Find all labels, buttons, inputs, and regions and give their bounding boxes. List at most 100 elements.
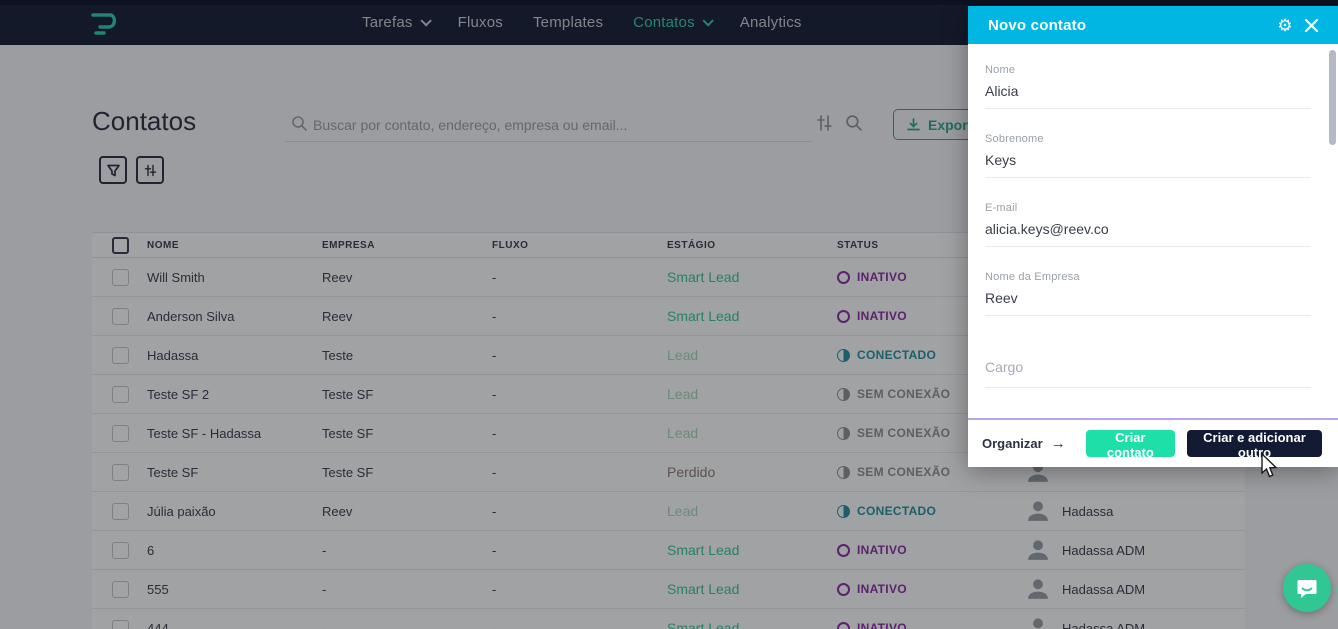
nav-item-label: Contatos: [633, 14, 695, 31]
table-row[interactable]: 6 - - Smart Lead INATIVO Hadassa ADM: [92, 531, 1245, 570]
cell-name: 6: [147, 542, 155, 558]
create-contact-button[interactable]: Criar contato: [1085, 430, 1175, 460]
field-value[interactable]: Keys: [985, 152, 1017, 168]
column-header-estagio[interactable]: ESTÁGIO: [667, 239, 716, 251]
funnel-icon: [106, 164, 120, 176]
nav-item-label: Analytics: [739, 14, 802, 31]
status-icon: [837, 621, 850, 629]
arrow-right-icon: →: [1050, 435, 1066, 452]
create-and-add-another-button[interactable]: Criar e adicionar outro: [1186, 430, 1322, 460]
cell-empresa: Teste SF: [322, 386, 374, 402]
nav-item-analytics[interactable]: Analytics: [740, 14, 802, 31]
search-icon-secondary[interactable]: [845, 114, 862, 131]
cell-status: CONECTADO: [837, 348, 1012, 362]
cell-empresa: Reev: [322, 308, 353, 324]
cell-status: INATIVO: [837, 309, 1012, 323]
cell-name: Teste SF: [147, 464, 199, 480]
cell-estagio: Smart Lead: [667, 542, 740, 558]
field-value[interactable]: Reev: [985, 290, 1018, 306]
search-input[interactable]: Buscar por contato, endereço, empresa ou…: [285, 110, 812, 142]
chat-launcher-button[interactable]: [1283, 564, 1331, 612]
cell-estagio: Smart Lead: [667, 620, 740, 629]
field-empresa[interactable]: Nome da Empresa Reev: [985, 271, 1311, 316]
cell-owner: Hadassa: [1012, 497, 1245, 525]
status-icon: [837, 465, 850, 479]
cell-status: INATIVO: [837, 270, 1012, 284]
status-icon: [837, 387, 850, 401]
cell-estagio: Smart Lead: [667, 581, 740, 597]
column-header-status[interactable]: STATUS: [837, 239, 879, 251]
field-cargo[interactable]: Cargo: [985, 359, 1311, 388]
cell-fluxo: -: [492, 620, 497, 629]
cell-estagio: Lead: [667, 425, 699, 441]
cell-fluxo: -: [492, 347, 497, 363]
row-checkbox[interactable]: [112, 385, 129, 403]
row-checkbox[interactable]: [112, 502, 129, 520]
sliders-icon[interactable]: [816, 114, 834, 132]
cell-estagio: Smart Lead: [667, 269, 740, 285]
row-checkbox[interactable]: [112, 424, 129, 442]
organize-link[interactable]: Organizar →: [982, 435, 1066, 452]
modal-scrollbar[interactable]: [1329, 50, 1336, 145]
status-icon: [837, 309, 850, 323]
field-label: E-mail: [985, 202, 1018, 214]
row-checkbox[interactable]: [112, 463, 129, 481]
cell-fluxo: -: [492, 386, 497, 402]
table-row[interactable]: Anderson Silva Reev - Smart Lead INATIVO: [92, 297, 1245, 336]
table-row[interactable]: 444 - - Smart Lead INATIVO Hadassa ADM: [92, 609, 1245, 629]
search-icon: [292, 116, 307, 131]
row-checkbox[interactable]: [112, 307, 129, 325]
status-icon: [837, 543, 850, 557]
row-checkbox[interactable]: [112, 346, 129, 364]
nav-item-fluxos[interactable]: Fluxos: [458, 14, 503, 31]
new-contact-modal: Novo contato ⚙ Nome Alicia Sobrenome Key…: [968, 6, 1338, 467]
tune-button[interactable]: [136, 156, 164, 184]
field-value[interactable]: Alicia: [985, 83, 1019, 99]
table-row[interactable]: Teste SF 2 Teste SF - Lead SEM CONEXÃO: [92, 375, 1245, 414]
cell-owner: Hadassa ADM: [1012, 536, 1245, 564]
cell-fluxo: -: [492, 425, 497, 441]
cell-status: INATIVO: [837, 621, 1012, 629]
field-value[interactable]: alicia.keys@reev.co: [985, 221, 1109, 237]
table-row[interactable]: 555 - - Smart Lead INATIVO Hadassa ADM: [92, 570, 1245, 609]
close-icon[interactable]: [1298, 12, 1324, 38]
cell-status: INATIVO: [837, 543, 1012, 557]
field-sobrenome[interactable]: Sobrenome Keys: [985, 133, 1311, 178]
nav-item-tarefas[interactable]: Tarefas: [362, 14, 432, 31]
cell-name: Teste SF - Hadassa: [147, 425, 262, 441]
select-all-checkbox[interactable]: [112, 236, 129, 254]
row-checkbox[interactable]: [112, 268, 129, 286]
row-checkbox[interactable]: [112, 541, 129, 559]
cell-name: Hadassa: [147, 347, 199, 363]
nav-item-templates[interactable]: Templates: [533, 14, 603, 31]
row-checkbox[interactable]: [112, 619, 129, 629]
table-row[interactable]: Will Smith Reev - Smart Lead INATIVO: [92, 258, 1245, 297]
modal-footer: Organizar → Criar contato Criar e adicio…: [968, 418, 1338, 467]
field-email[interactable]: E-mail alicia.keys@reev.co: [985, 202, 1311, 247]
cell-owner: Hadassa ADM: [1012, 614, 1245, 629]
nav-item-label: Tarefas: [362, 14, 413, 31]
cell-owner: Hadassa ADM: [1012, 575, 1245, 603]
column-header-empresa[interactable]: EMPRESA: [322, 239, 375, 251]
column-header-nome[interactable]: NOME: [147, 239, 179, 251]
table-row[interactable]: Júlia paixão Reev - Lead CONECTADO Hadas…: [92, 492, 1245, 531]
field-underline: [985, 387, 1311, 388]
table-header-row: NOME EMPRESA FLUXO ESTÁGIO STATUS: [92, 232, 1245, 258]
page-title: Contatos: [92, 106, 197, 136]
field-placeholder: Cargo: [985, 359, 1024, 375]
cell-empresa: -: [322, 620, 327, 629]
avatar-icon: [1028, 501, 1048, 521]
column-header-fluxo[interactable]: FLUXO: [492, 239, 529, 251]
cell-empresa: Teste SF: [322, 425, 374, 441]
cell-estagio: Lead: [667, 347, 699, 363]
gear-icon[interactable]: ⚙: [1277, 15, 1293, 35]
row-checkbox[interactable]: [112, 580, 129, 598]
cell-fluxo: -: [492, 464, 497, 480]
filter-button[interactable]: [99, 156, 127, 184]
nav-item-contatos[interactable]: Contatos: [633, 14, 714, 31]
field-nome[interactable]: Nome Alicia: [985, 64, 1311, 109]
cell-status: INATIVO: [837, 582, 1012, 596]
reev-logo-icon[interactable]: [88, 8, 122, 38]
cell-empresa: Reev: [322, 269, 353, 285]
field-underline: [985, 177, 1311, 178]
